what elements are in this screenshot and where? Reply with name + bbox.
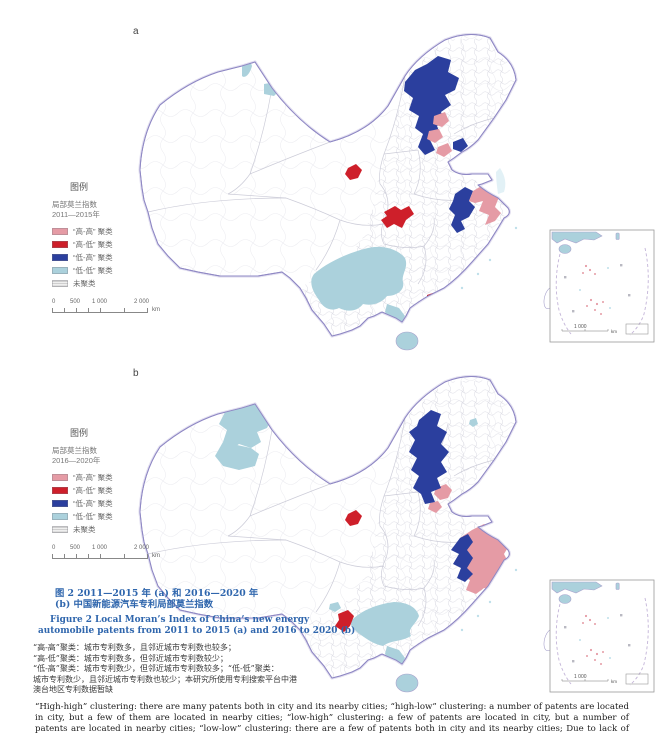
caption-en-line2: automobile patents from 2011 to 2015 (a)… (38, 625, 356, 636)
swatch-high-low (52, 241, 68, 248)
swatch-low-high (52, 500, 68, 507)
legend-a-subtitle: 局部莫兰指数 (52, 200, 97, 209)
swatch-high-high (52, 474, 68, 481)
swatch-high-low (52, 487, 68, 494)
swatch-unclustered (52, 280, 68, 287)
legend-item-low-low: “低-低” 聚类 (52, 510, 182, 523)
legend-b-years: 2016—2020年 (52, 455, 101, 465)
legend-a-title: 图例 (70, 182, 89, 192)
legend-item-high-high: “高-高” 聚类 (52, 225, 182, 238)
map-a-interior (140, 34, 516, 336)
note-english: “High-high” clustering: there are many p… (35, 702, 629, 734)
legend-item-high-high: “高-高” 聚类 (52, 471, 182, 484)
legend-b-title: 图例 (70, 428, 89, 438)
note-chinese: “高-高”聚类：城市专利数多，且邻近城市专利数也较多； “高-低”聚类：城市专利… (33, 643, 297, 695)
map-b-china-moran-2016-2020 (138, 374, 655, 693)
figure-caption-english: Figure 2 Local Moran’s Index of China’s … (38, 615, 356, 636)
map-a-low-high-clusters (404, 56, 475, 233)
panel-a-label: a (133, 26, 139, 37)
legend-item-low-high: “低-高” 聚类 (52, 251, 182, 264)
swatch-high-high (52, 228, 68, 235)
map-b-low-high-clusters (409, 410, 473, 582)
scale-bar-b: 0 500 1 000 2 000 km (52, 545, 160, 559)
hainan-island (395, 331, 419, 351)
swatch-low-low (52, 267, 68, 274)
legend-a-years: 2011—2015年 (52, 209, 100, 219)
scale-bar-a: 0 500 1 000 2 000 km (52, 299, 160, 313)
legend-item-high-low: “高-低” 聚类 (52, 238, 182, 251)
caption-zh-line1: 图 2 2011—2015 年 (a) 和 2016—2020 年 (55, 588, 259, 599)
legend-item-low-low: “低-低” 聚类 (52, 264, 182, 277)
hainan-island (395, 673, 419, 693)
south-china-sea-inset (549, 579, 655, 693)
swatch-low-high (52, 254, 68, 261)
legend-a: 图例 局部莫兰指数 2011—2015年 “高-高” 聚类 “高-低” 聚类 “… (52, 180, 182, 319)
legend-item-high-low: “高-低” 聚类 (52, 484, 182, 497)
swatch-unclustered (52, 526, 68, 533)
legend-item-low-high: “低-高” 聚类 (52, 497, 182, 510)
coastal-shoal (496, 168, 506, 194)
caption-zh-line2: (b) 中国新能源汽车专利局部莫兰指数 (55, 599, 213, 610)
map-a-china-moran-2011-2015: 1 000 km (138, 32, 655, 351)
figure-caption-chinese: 图 2 2011—2015 年 (a) 和 2016—2020 年 (b) 中国… (55, 588, 325, 610)
south-china-sea-inset (549, 229, 655, 343)
legend-b-subtitle: 局部莫兰指数 (52, 446, 97, 455)
panel-b-label: b (133, 368, 139, 379)
legend-b: 图例 局部莫兰指数 2016—2020年 “高-高” 聚类 “高-低” 聚类 “… (52, 426, 182, 565)
legend-item-unclustered: 未聚类 (52, 277, 182, 290)
legend-item-unclustered: 未聚类 (52, 523, 182, 536)
swatch-low-low (52, 513, 68, 520)
caption-en-line1: Figure 2 Local Moran’s Index of China’s … (50, 615, 310, 625)
